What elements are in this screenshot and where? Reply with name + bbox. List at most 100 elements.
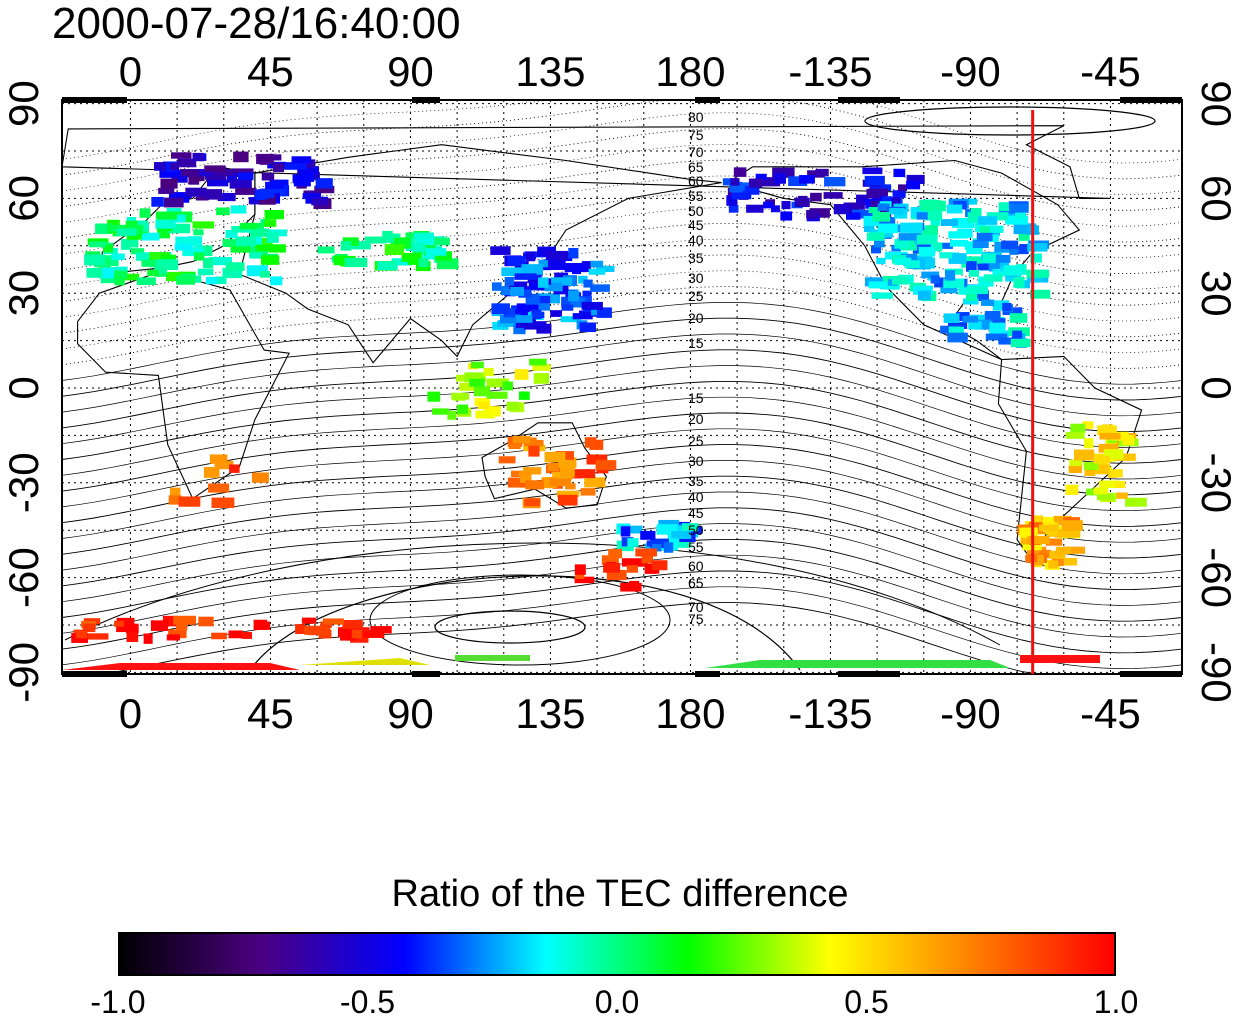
tec-patch	[116, 228, 137, 237]
tec-patch	[620, 582, 642, 592]
tec-polar-band	[62, 663, 300, 670]
tec-patch	[229, 464, 240, 473]
tec-patch	[486, 378, 509, 388]
tec-patch	[1027, 243, 1048, 252]
top-longitude-label: 180	[655, 48, 725, 95]
tec-patch	[162, 615, 178, 627]
tec-patch	[583, 279, 593, 288]
top-longitude-label: 90	[387, 48, 434, 95]
tec-patch	[625, 525, 643, 534]
tec-patch	[873, 238, 885, 248]
tec-patch	[474, 397, 491, 407]
tec-patch	[348, 241, 371, 250]
tec-patch	[596, 307, 612, 318]
contour-label: 20	[688, 411, 704, 427]
tec-patch	[568, 247, 579, 259]
tec-patch	[561, 296, 578, 307]
tec-patch	[237, 172, 254, 181]
tec-patch	[1005, 271, 1022, 282]
contour-label: 65	[688, 159, 704, 175]
tec-patch	[1099, 432, 1121, 440]
tec-patch	[934, 277, 950, 288]
tec-patch	[416, 238, 435, 245]
magnetic-contour	[61, 302, 1183, 385]
tec-patch	[502, 381, 513, 391]
tec-patch	[889, 208, 905, 215]
tec-patch	[621, 558, 643, 567]
tec-patch	[350, 634, 369, 643]
tec-patch	[364, 236, 387, 244]
tec-patch	[635, 548, 657, 557]
tec-patch	[507, 477, 530, 488]
tec-patch	[1125, 497, 1147, 507]
tec-patch	[455, 374, 470, 382]
tec-patch	[550, 277, 573, 286]
tec-patch	[538, 259, 549, 268]
tec-patch	[930, 242, 943, 252]
tec-patch	[584, 477, 606, 488]
tec-patch	[979, 226, 991, 234]
tec-patch	[546, 250, 569, 261]
tec-patch	[972, 239, 989, 249]
tec-patch	[198, 616, 214, 627]
bottom-longitude-label: 45	[247, 690, 294, 737]
tec-patch	[918, 246, 936, 257]
tec-patch	[491, 303, 510, 315]
tec-patch	[159, 169, 182, 178]
tec-patch	[815, 168, 829, 177]
tec-patch	[225, 262, 245, 272]
tec-patch	[798, 195, 808, 207]
tec-patch	[114, 620, 124, 627]
tec-patch	[772, 167, 795, 178]
magnetic-contour	[61, 365, 1183, 448]
tec-patch	[539, 295, 551, 304]
tec-patch	[948, 326, 964, 337]
tec-patch	[532, 311, 545, 319]
tec-patch	[1012, 330, 1023, 342]
tec-patch	[189, 169, 200, 177]
tec-patch	[1083, 438, 1094, 449]
tec-patch	[1097, 425, 1117, 436]
right-latitude-label: 0	[1193, 376, 1240, 399]
tec-patch	[606, 569, 627, 581]
magnetic-contour	[61, 99, 1183, 180]
tec-patch	[160, 254, 177, 264]
tec-patch	[1057, 529, 1081, 538]
magnetic-contour	[61, 444, 1183, 527]
tec-patch	[601, 555, 619, 565]
tec-patch	[320, 621, 332, 628]
tec-patch	[864, 175, 885, 186]
tec-patch	[541, 477, 558, 489]
tec-patch	[89, 241, 106, 248]
tec-patch	[230, 246, 251, 253]
tec-patch	[851, 209, 873, 219]
tec-patch	[169, 214, 186, 223]
south-pole-contour	[434, 610, 586, 644]
tec-patch	[508, 442, 521, 450]
tec-patch	[241, 632, 253, 639]
tec-patch	[193, 252, 205, 261]
tec-patch	[916, 234, 938, 245]
tec-patch	[432, 408, 449, 415]
tec-patch	[524, 321, 547, 330]
tec-patch	[497, 320, 520, 327]
tec-patch	[511, 470, 523, 478]
tec-patch	[171, 175, 188, 183]
tec-patch	[965, 261, 977, 272]
tec-patch	[197, 268, 214, 276]
tec-patch	[1018, 232, 1030, 241]
tec-patch	[806, 209, 819, 219]
tec-patch	[149, 252, 170, 262]
tec-patch	[211, 632, 227, 640]
tec-patch	[882, 196, 893, 204]
contour-label: 45	[688, 505, 704, 521]
tec-patch	[560, 316, 582, 323]
tec-patch	[974, 319, 992, 330]
tec-patch	[948, 253, 967, 264]
tec-patch	[988, 265, 1006, 272]
tec-patch	[992, 254, 1011, 263]
tec-patch	[103, 244, 113, 253]
tec-patch	[1115, 481, 1126, 489]
contour-label: 75	[688, 127, 704, 143]
tec-patch	[730, 178, 740, 186]
